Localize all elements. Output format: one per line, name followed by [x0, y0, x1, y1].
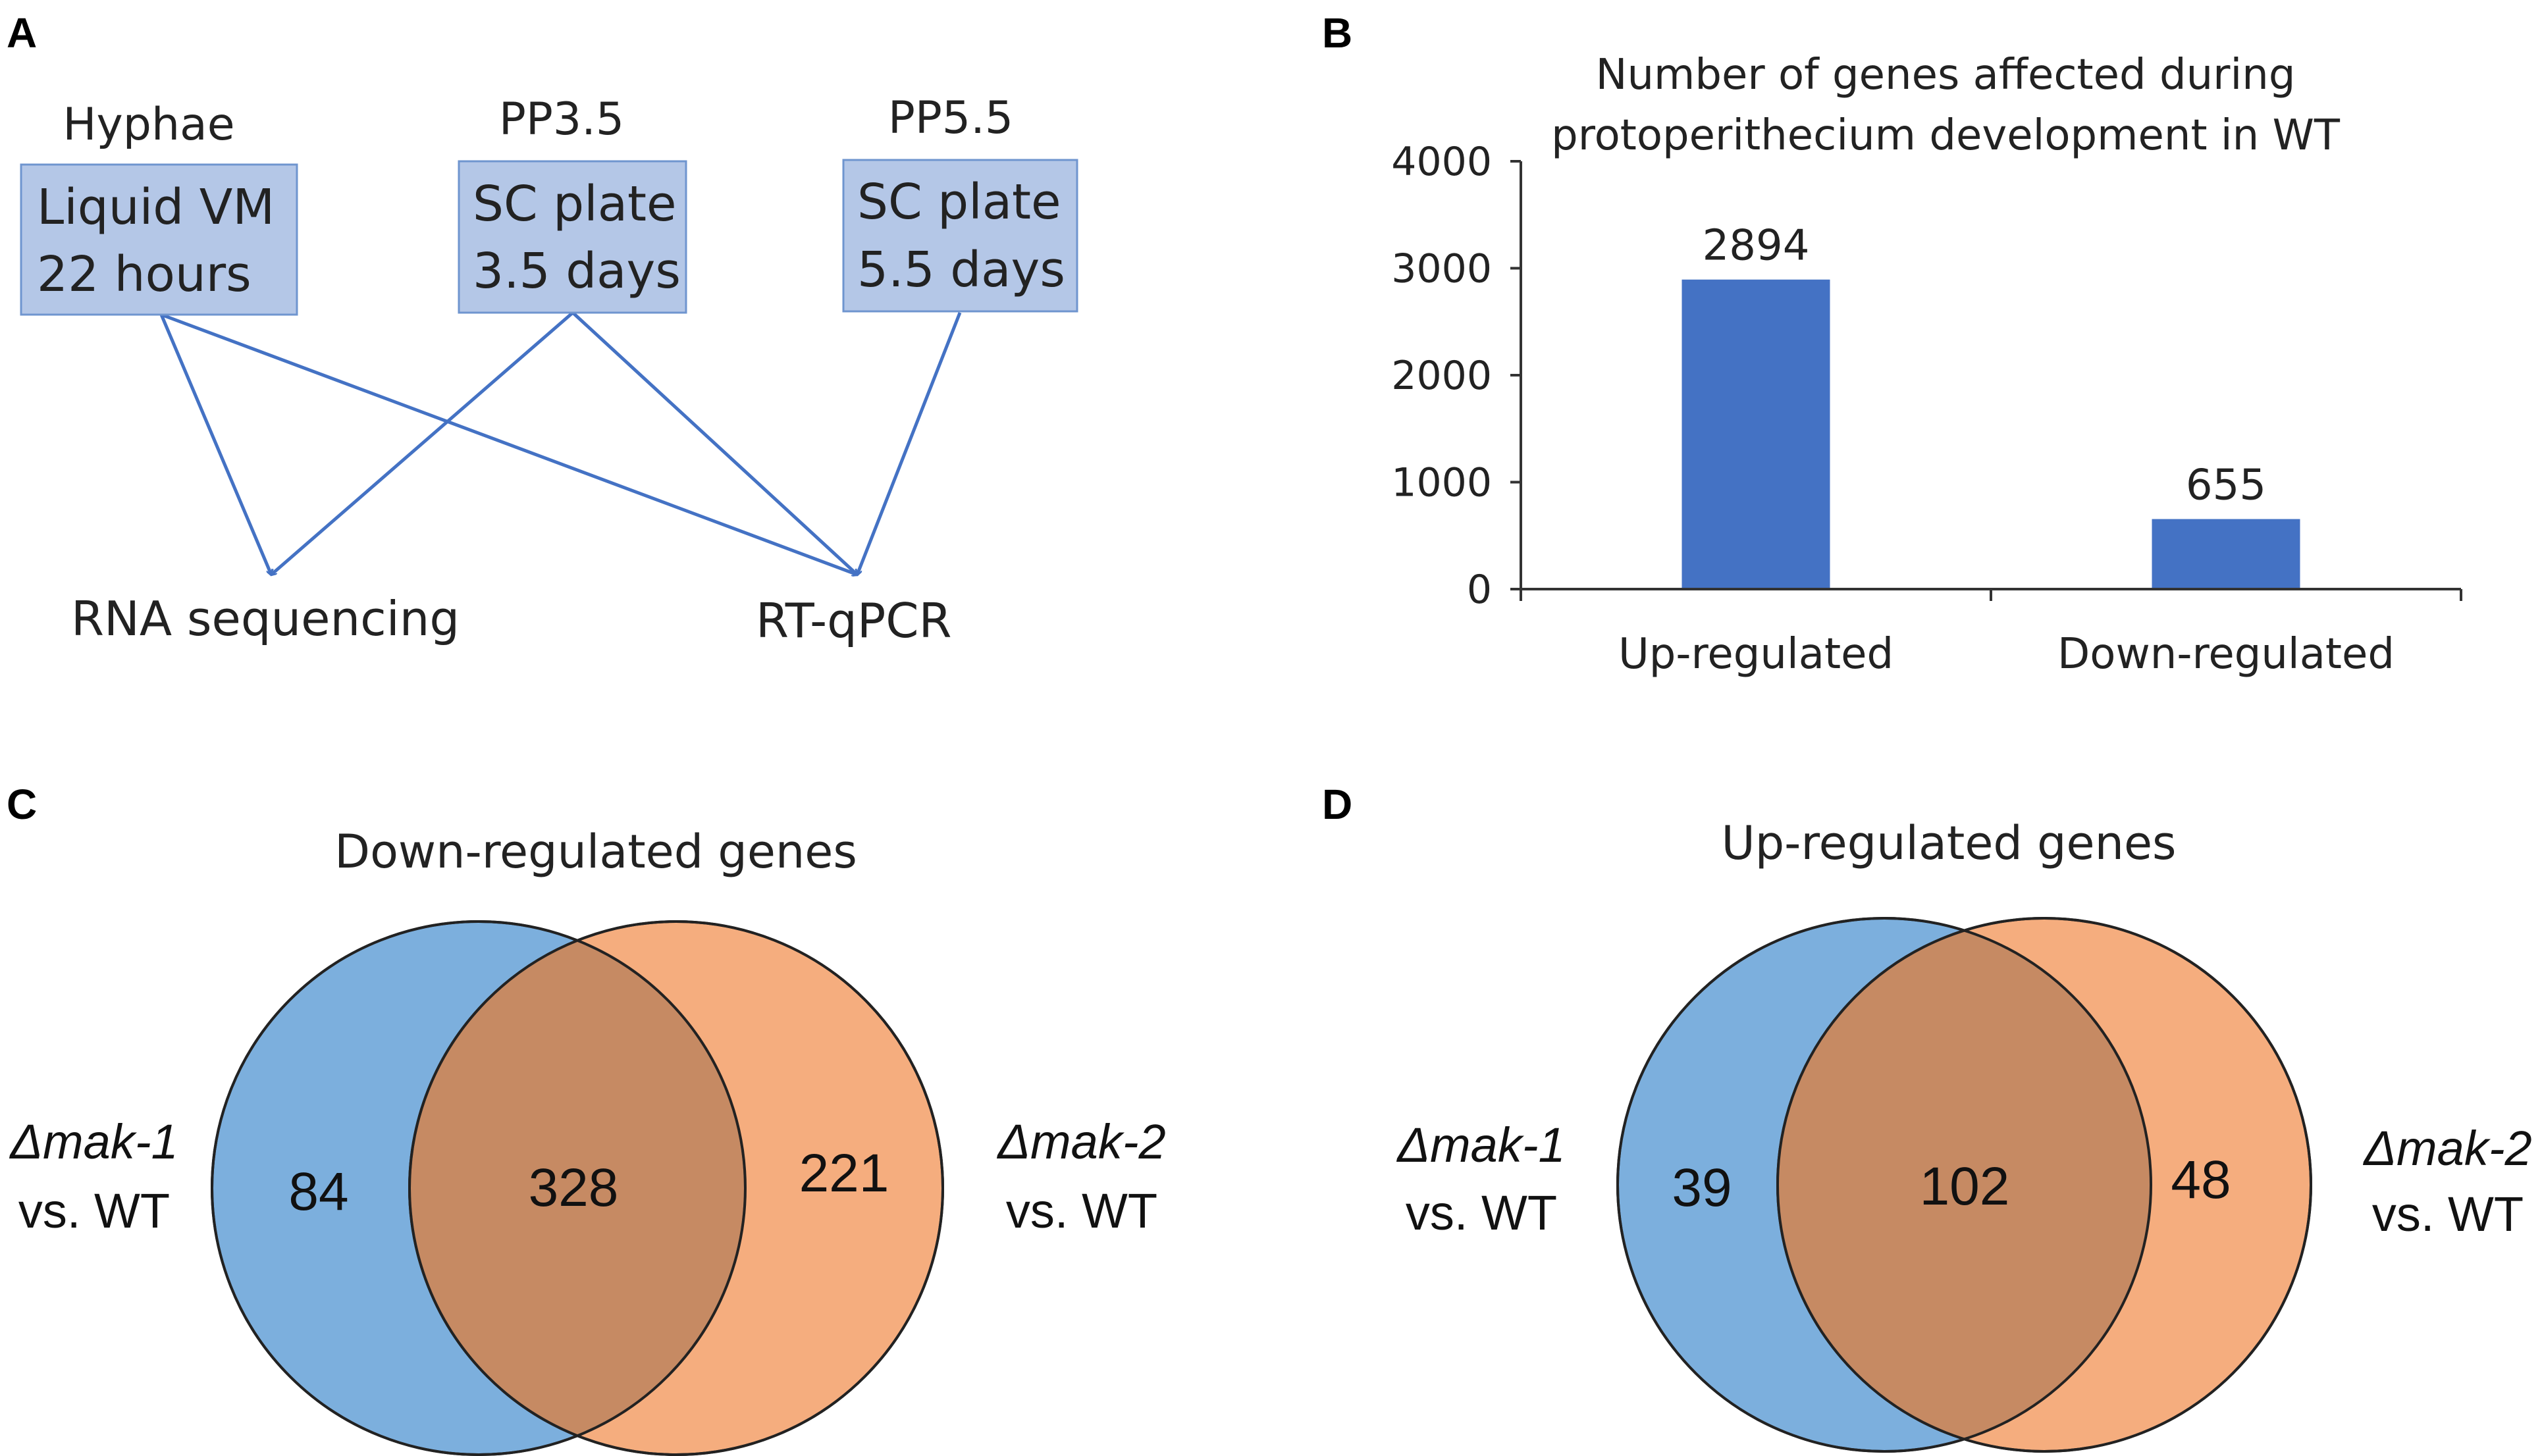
arrow-pp35-to-rtqpcr	[571, 311, 857, 575]
stage-hyphae-duration: 22 hours	[37, 246, 252, 303]
venn-up-right-suffix: vs. WT	[2372, 1187, 2524, 1241]
panel-label-a: A	[7, 9, 37, 57]
stage-pp35-heading: PP3.5	[499, 93, 624, 145]
x-category-label: Down-regulated	[2057, 630, 2395, 679]
venn-up-overlap-count: 102	[1920, 1157, 2010, 1216]
arrow-hyphae-to-rtqpcr	[161, 313, 857, 575]
stage-pp35-duration: 3.5 days	[473, 243, 681, 299]
venn-down-right-mutant: Δmak-2	[996, 1114, 1165, 1169]
chart-title-line-1: Number of genes affected during	[1596, 51, 2296, 99]
venn-down-regulated: Down-regulated genes 84 328 221 Δmak-1 v…	[9, 825, 1166, 1456]
output-rna-sequencing: RNA sequencing	[71, 591, 460, 646]
x-category-label: Up-regulated	[1618, 630, 1893, 679]
venn-down-overlap-count: 328	[529, 1158, 619, 1218]
output-rt-qpcr: RT-qPCR	[756, 593, 952, 648]
stage-pp55-duration: 5.5 days	[857, 242, 1065, 298]
bar-chart: Number of genes affected during protoper…	[1391, 51, 2462, 679]
y-tick-label: 2000	[1391, 353, 1492, 399]
stage-hyphae-box	[20, 163, 298, 316]
stage-pp55-box	[842, 159, 1078, 313]
bar-up-regulated	[1681, 279, 1830, 589]
stage-hyphae-medium: Liquid VM	[37, 179, 275, 236]
stage-pp35-box	[458, 160, 687, 314]
venn-down-left-suffix: vs. WT	[18, 1183, 170, 1238]
flow-diagram: Hyphae Liquid VM 22 hours PP3.5 SC plate…	[20, 92, 1078, 648]
venn-down-title: Down-regulated genes	[334, 825, 857, 879]
arrow-pp35-to-rnaseq	[271, 311, 574, 575]
y-tick-label: 0	[1467, 567, 1492, 613]
arrow-hyphae-to-rnaseq	[159, 314, 271, 575]
venn-up-right-only-count: 48	[2171, 1150, 2231, 1210]
panel-label-b: B	[1322, 9, 1352, 57]
venn-up-right-mutant: Δmak-2	[2362, 1121, 2531, 1176]
bar-data-label: 655	[2186, 461, 2266, 510]
stage-hyphae-heading: Hyphae	[63, 99, 234, 151]
panel-label-d: D	[1322, 781, 1352, 828]
chart-title-line-2: protoperithecium development in WT	[1551, 111, 2341, 160]
stage-pp35-medium: SC plate	[473, 176, 677, 232]
y-tick-label: 4000	[1391, 139, 1492, 185]
venn-down-right-suffix: vs. WT	[1006, 1183, 1157, 1238]
bar-data-label: 2894	[1703, 222, 1810, 271]
venn-down-left-mutant: Δmak-1	[9, 1114, 178, 1169]
arrow-pp55-to-rtqpcr	[857, 312, 962, 575]
venn-down-right-only-count: 221	[799, 1143, 889, 1203]
y-tick-label: 3000	[1391, 246, 1492, 292]
bar-down-regulated	[2152, 519, 2300, 589]
venn-up-regulated: Up-regulated genes 39 102 48 Δmak-1 vs. …	[1396, 816, 2532, 1453]
venn-up-left-mutant: Δmak-1	[1396, 1118, 1565, 1172]
panel-label-c: C	[7, 781, 37, 828]
stage-pp55-medium: SC plate	[857, 174, 1061, 230]
venn-up-left-only-count: 39	[1672, 1158, 1732, 1218]
y-tick-label: 1000	[1391, 460, 1492, 506]
venn-down-left-only-count: 84	[288, 1162, 348, 1222]
stage-pp55-heading: PP5.5	[888, 92, 1013, 144]
venn-up-left-suffix: vs. WT	[1406, 1185, 1557, 1240]
venn-up-title: Up-regulated genes	[1722, 816, 2177, 870]
